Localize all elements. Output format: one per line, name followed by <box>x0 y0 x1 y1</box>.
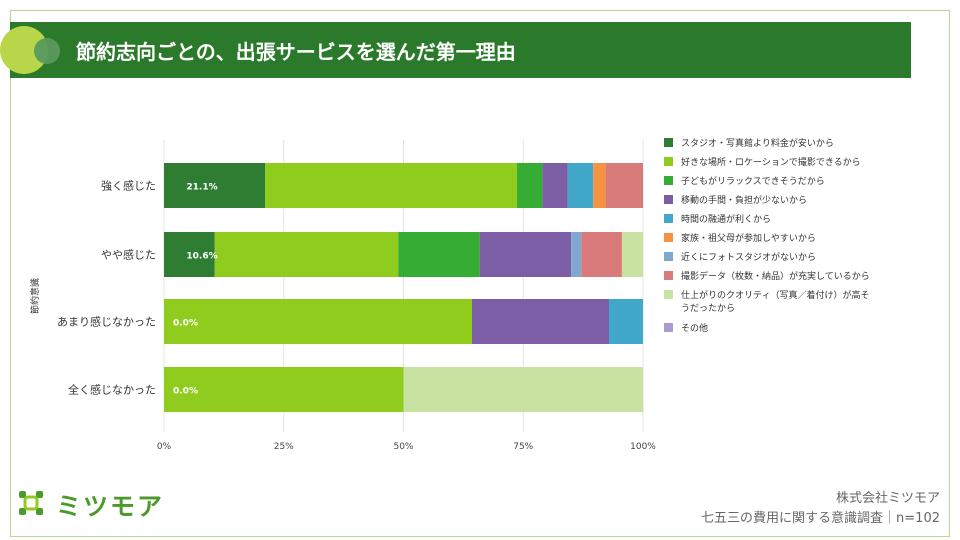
bar-segment <box>164 367 404 412</box>
bar-segment <box>571 232 582 277</box>
legend-swatch <box>664 271 673 280</box>
x-tick-label: 50% <box>393 442 413 452</box>
legend-swatch <box>664 138 673 147</box>
footer-survey: 七五三の費用に関する意識調査｜n=102 <box>701 511 940 526</box>
legend-label: 時間の融通が利くから <box>681 213 771 225</box>
bar-segment <box>542 163 568 208</box>
mitsumore-logo-icon <box>19 491 43 515</box>
legend-label: 近くにフォトスタジオがないから <box>681 251 816 263</box>
x-tick-label: 100% <box>630 442 656 452</box>
slide-frame <box>10 10 950 537</box>
bar-segment <box>265 163 518 208</box>
category-label: あまり感じなかった <box>57 316 156 329</box>
bar-segment <box>479 232 572 277</box>
legend-label: その他 <box>681 322 708 334</box>
legend-swatch <box>664 176 673 185</box>
footer-company: 株式会社ミツモア <box>835 491 940 506</box>
logo-text: ミツモア <box>56 492 165 521</box>
data-label: 21.1% <box>186 183 217 193</box>
legend-label: 仕上がりのクオリティ（写真／着付け）が高そうだったから <box>681 289 869 314</box>
chart-title: 節約志向ごとの、出張サービスを選んだ第一理由 <box>76 40 516 64</box>
legend-label: 好きな場所・ロケーションで撮影できるから <box>681 156 861 168</box>
legend-label: 撮影データ（枚数・納品）が充実しているから <box>681 270 870 282</box>
x-tick-label: 25% <box>274 442 294 452</box>
legend-swatch <box>664 214 673 223</box>
legend-swatch <box>664 323 673 332</box>
category-label: やや感じた <box>101 249 156 262</box>
bar-segment <box>164 163 266 208</box>
legend-swatch <box>664 233 673 242</box>
bar-segment <box>398 232 480 277</box>
data-label: 0.0% <box>173 319 198 329</box>
legend-swatch <box>664 157 673 166</box>
bar-segment <box>517 163 543 208</box>
data-label: 0.0% <box>173 387 198 397</box>
bar-segment <box>214 232 399 277</box>
title-accent-circle-inner <box>34 38 60 64</box>
bar-segment <box>567 163 594 208</box>
category-label: 強く感じた <box>101 180 156 193</box>
legend-label: 子どもがリラックスできそうだから <box>681 175 825 187</box>
legend-label: 家族・祖父母が参加しやすいから <box>681 232 816 244</box>
category-label: 全く感じなかった <box>68 383 156 397</box>
x-tick-label: 75% <box>513 442 533 452</box>
bar-segment <box>621 232 643 277</box>
data-label: 10.6% <box>186 252 217 262</box>
bar-segment <box>593 163 606 208</box>
legend-label: 移動の手間・負担が少ないから <box>681 194 807 206</box>
y-axis-label: 節約意識 <box>29 278 41 314</box>
legend-swatch <box>664 290 673 299</box>
bar-segment <box>581 232 622 277</box>
bar-segment <box>605 163 643 208</box>
x-tick-label: 0% <box>157 442 172 452</box>
bar-segment <box>403 367 643 412</box>
legend-swatch <box>664 195 673 204</box>
legend-swatch <box>664 252 673 261</box>
legend-label: スタジオ・写真館より料金が安いから <box>681 137 834 149</box>
bar-segment <box>164 232 215 277</box>
bar-segment <box>471 299 609 344</box>
title-bar <box>10 22 911 78</box>
bar-segment <box>164 299 472 344</box>
bar-segment <box>608 299 643 344</box>
